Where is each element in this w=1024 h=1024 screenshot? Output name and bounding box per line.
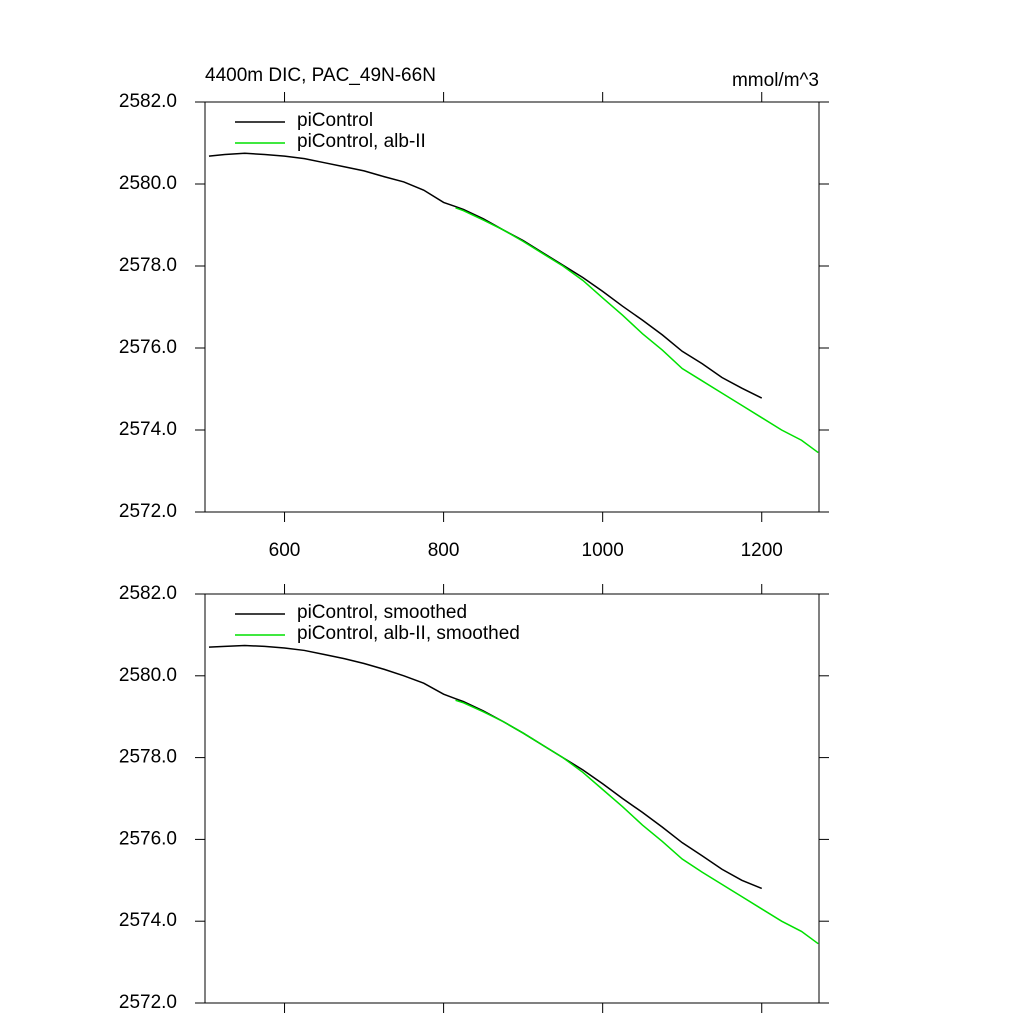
x-tick-label: 1000 [582,540,624,561]
x-tick-label: 1200 [741,540,783,561]
y-tick-label: 2576.0 [119,337,177,358]
legend-label: piControl [297,110,373,131]
data-line [208,644,763,890]
legend-label: piControl, alb-II [297,131,426,152]
y-tick-label: 2580.0 [119,173,177,194]
y-tick-label: 2582.0 [119,91,177,112]
x-tick-label: 600 [269,540,301,561]
data-line [455,207,819,454]
plot-frame [204,101,820,513]
y-tick-label: 2572.0 [119,501,177,522]
plot-frame [204,593,820,1004]
y-tick-label: 2574.0 [119,419,177,440]
y-tick-label: 2578.0 [119,747,177,768]
chart-title: 4400m DIC, PAC_49N-66N [205,65,436,86]
y-tick-label: 2572.0 [119,992,177,1013]
legend-label: piControl, alb-II, smoothed [297,623,520,644]
y-tick-label: 2576.0 [119,828,177,849]
y-tick-label: 2582.0 [119,583,177,604]
x-tick-label: 800 [428,540,460,561]
y-tick-label: 2580.0 [119,665,177,686]
data-line [455,699,819,945]
units-label: mmol/m^3 [732,70,819,91]
y-tick-label: 2578.0 [119,255,177,276]
y-tick-label: 2574.0 [119,910,177,931]
data-line [208,152,763,399]
legend-label: piControl, smoothed [297,602,467,623]
